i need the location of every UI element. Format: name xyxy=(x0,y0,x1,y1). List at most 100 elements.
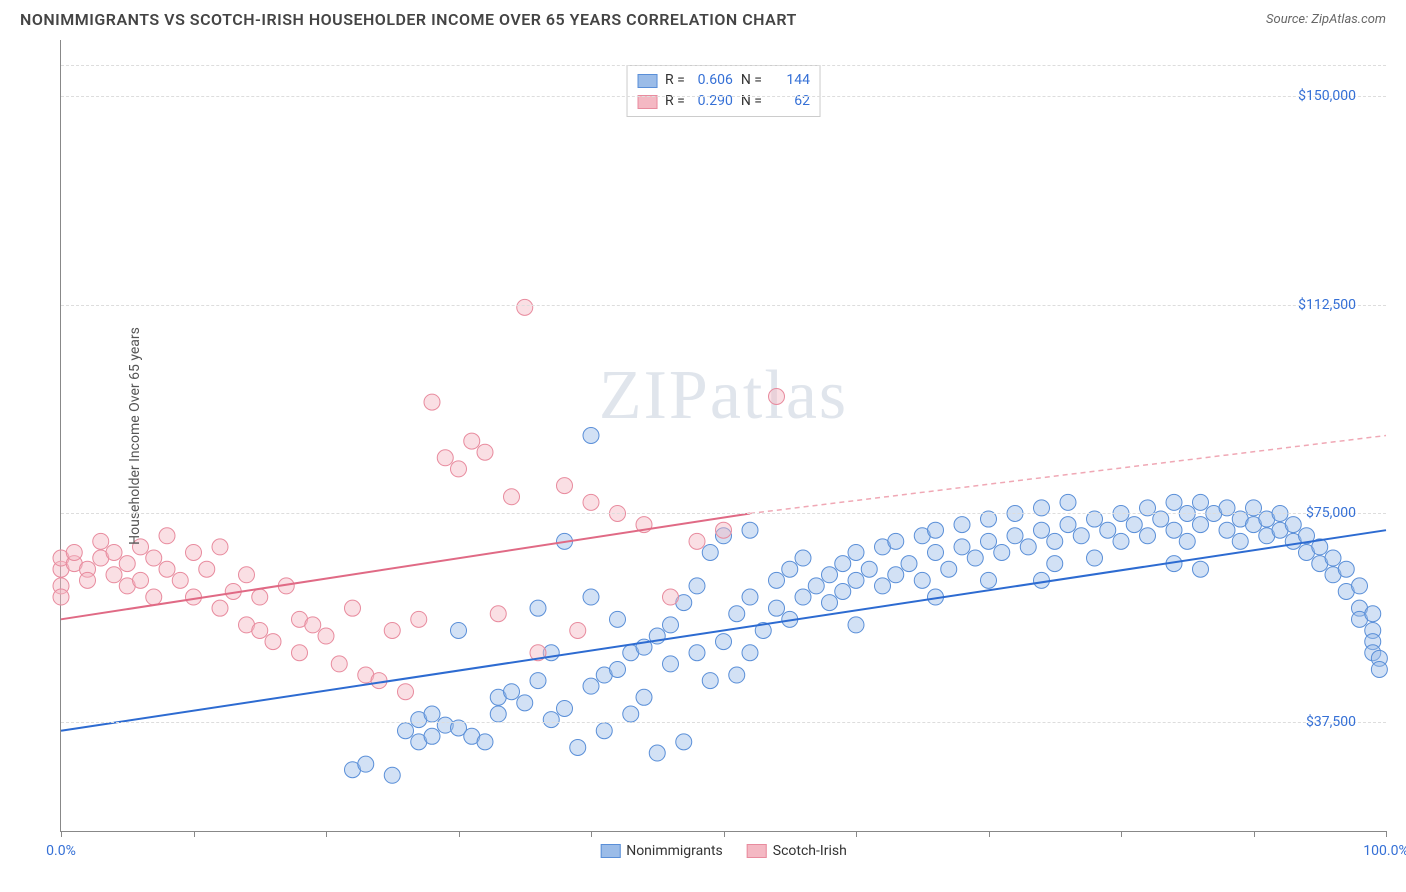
data-point xyxy=(782,561,798,577)
data-point xyxy=(689,645,705,661)
data-point xyxy=(716,522,732,538)
data-point xyxy=(702,544,718,560)
data-point xyxy=(490,606,506,622)
data-point xyxy=(1166,494,1182,510)
x-tick xyxy=(591,831,592,837)
data-point xyxy=(1166,522,1182,538)
y-axis-label: Householder Income Over 65 years xyxy=(127,327,143,545)
data-point xyxy=(583,494,599,510)
data-point xyxy=(133,572,149,588)
data-point xyxy=(954,539,970,555)
data-point xyxy=(1073,528,1089,544)
data-point xyxy=(424,706,440,722)
data-point xyxy=(1113,533,1129,549)
legend-swatch-nonimmigrants xyxy=(600,844,620,858)
x-axis-max-label: 100.0% xyxy=(1363,843,1406,859)
data-point xyxy=(477,734,493,750)
data-point xyxy=(835,556,851,572)
data-point xyxy=(504,489,520,505)
n-label: N = xyxy=(741,91,762,112)
data-point xyxy=(636,689,652,705)
data-point xyxy=(371,673,387,689)
data-point xyxy=(716,634,732,650)
data-point xyxy=(80,572,96,588)
data-point xyxy=(1034,522,1050,538)
data-point xyxy=(1060,494,1076,510)
data-point xyxy=(1285,517,1301,533)
data-point xyxy=(649,745,665,761)
data-point xyxy=(411,611,427,627)
x-tick xyxy=(459,831,460,837)
data-point xyxy=(1371,661,1387,677)
bottom-legend: Nonimmigrants Scotch-Irish xyxy=(600,843,847,859)
data-point xyxy=(318,628,334,644)
data-point xyxy=(1352,578,1368,594)
data-point xyxy=(199,561,215,577)
data-point xyxy=(1179,533,1195,549)
data-point xyxy=(464,433,480,449)
data-point xyxy=(769,389,785,405)
data-point xyxy=(663,617,679,633)
data-point xyxy=(596,723,612,739)
data-point xyxy=(477,444,493,460)
x-tick xyxy=(1386,831,1387,837)
x-axis-min-label: 0.0% xyxy=(46,843,76,859)
y-tick-label: $150,000 xyxy=(1298,88,1356,104)
x-tick xyxy=(1254,831,1255,837)
data-point xyxy=(186,589,202,605)
data-point xyxy=(384,622,400,638)
n-label: N = xyxy=(741,70,762,91)
data-point xyxy=(967,550,983,566)
data-point xyxy=(795,550,811,566)
data-point xyxy=(530,600,546,616)
data-point xyxy=(888,533,904,549)
data-point xyxy=(292,645,308,661)
n-value-nonimmigrants: 144 xyxy=(770,70,810,91)
chart-container: ZIPatlas R = 0.606 N = 144 R = 0.290 N =… xyxy=(60,40,1386,832)
data-point xyxy=(769,600,785,616)
y-tick-label: $37,500 xyxy=(1306,714,1356,730)
data-point xyxy=(1193,561,1209,577)
data-point xyxy=(822,567,838,583)
data-point xyxy=(689,578,705,594)
data-point xyxy=(398,684,414,700)
data-point xyxy=(1338,561,1354,577)
x-tick xyxy=(724,831,725,837)
y-tick-label: $75,000 xyxy=(1306,505,1356,521)
data-point xyxy=(424,728,440,744)
data-point xyxy=(1193,494,1209,510)
data-point xyxy=(928,544,944,560)
data-point xyxy=(239,567,255,583)
data-point xyxy=(384,767,400,783)
r-label: R = xyxy=(665,91,685,112)
data-point xyxy=(848,617,864,633)
data-point xyxy=(451,622,467,638)
data-point xyxy=(1219,522,1235,538)
data-point xyxy=(212,600,228,616)
data-point xyxy=(848,544,864,560)
data-point xyxy=(398,723,414,739)
data-point xyxy=(517,695,533,711)
data-point xyxy=(835,583,851,599)
data-point xyxy=(490,706,506,722)
x-tick xyxy=(1121,831,1122,837)
data-point xyxy=(119,556,135,572)
data-point xyxy=(1047,533,1063,549)
data-point xyxy=(570,739,586,755)
data-point xyxy=(517,299,533,315)
data-point xyxy=(172,572,188,588)
data-point xyxy=(954,517,970,533)
data-point xyxy=(610,611,626,627)
data-point xyxy=(795,589,811,605)
legend-label-scotch-irish: Scotch-Irish xyxy=(773,843,847,859)
data-point xyxy=(331,656,347,672)
data-point xyxy=(914,572,930,588)
data-point xyxy=(808,578,824,594)
data-point xyxy=(146,550,162,566)
data-point xyxy=(623,706,639,722)
data-point xyxy=(1060,517,1076,533)
data-point xyxy=(769,572,785,588)
data-point xyxy=(610,661,626,677)
data-point xyxy=(981,533,997,549)
x-tick xyxy=(194,831,195,837)
